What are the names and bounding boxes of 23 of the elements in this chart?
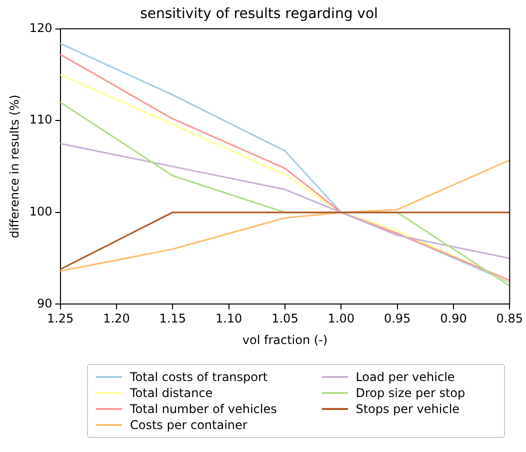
y-tick-label: 90 — [37, 296, 52, 310]
y-axis-title: difference in results (%) — [7, 94, 22, 238]
x-tick-label: 0.85 — [496, 312, 523, 326]
legend-label: Total number of vehicles — [130, 402, 277, 416]
x-tick-label: 0.95 — [384, 312, 411, 326]
legend-label: Total costs of transport — [130, 370, 268, 384]
y-tick-label: 100 — [29, 204, 52, 219]
x-tick-label: 1.05 — [272, 312, 298, 326]
y-tick-label: 110 — [29, 112, 52, 127]
legend-label: Load per vehicle — [356, 370, 455, 384]
x-axis-title: vol fraction (-) — [242, 332, 328, 347]
y-tick-label: 120 — [29, 20, 52, 35]
legend-label: Stops per vehicle — [356, 402, 460, 416]
chart-title: sensitivity of results regarding vol — [140, 6, 378, 22]
x-tick-label: 1.10 — [215, 312, 242, 326]
x-tick-label: 0.90 — [440, 312, 467, 326]
legend-label: Costs per container — [130, 418, 248, 432]
x-tick-label: 1.15 — [159, 312, 186, 326]
legend-label: Total distance — [130, 386, 213, 400]
x-tick-label: 1.00 — [328, 312, 354, 326]
x-tick-label: 1.20 — [103, 312, 130, 326]
legend-label: Drop size per stop — [356, 386, 466, 400]
x-tick-label: 1.25 — [46, 312, 74, 326]
